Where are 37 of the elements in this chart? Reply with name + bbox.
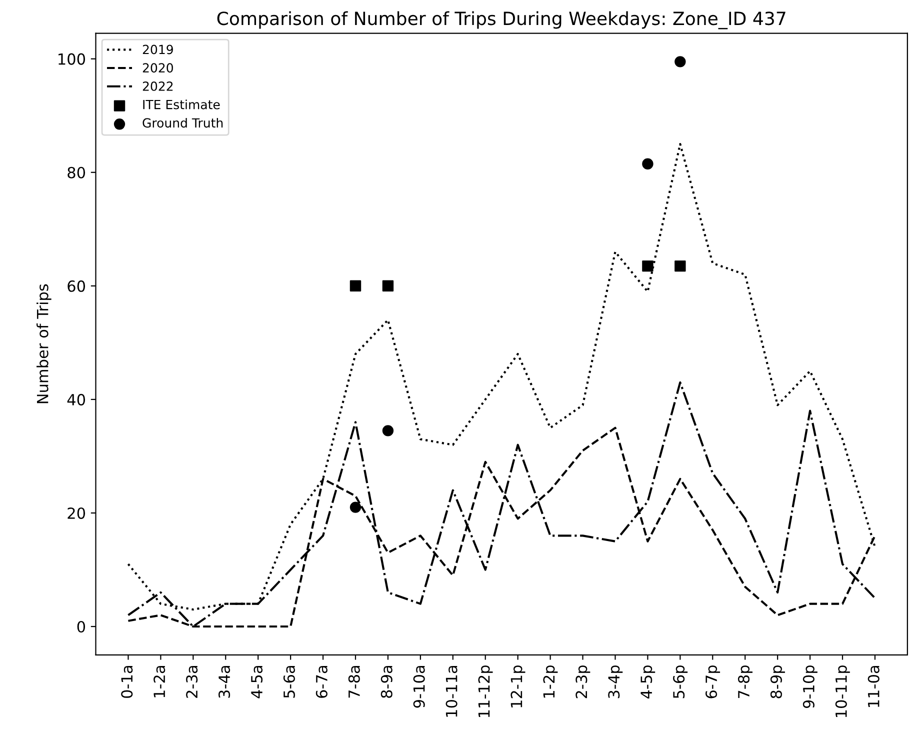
x-tick-label: 6-7p: [706, 665, 720, 698]
x-tick-label: 7-8a: [348, 666, 360, 698]
x-tick-label: 7-8p: [738, 665, 752, 698]
legend-label: 2019: [142, 44, 173, 54]
x-tick-label: 10-11p: [835, 665, 850, 718]
chart-title: Comparison of Number of Trips During Weekdays: Zone_ID 437: [217, 11, 786, 30]
x-tick-label: 4-5p: [640, 665, 656, 699]
x-tick-label: 3-4a: [218, 666, 230, 698]
y-tick-label: 40: [67, 394, 86, 406]
legend-label: 2022: [142, 81, 173, 91]
x-tick-label: 2-3p: [576, 665, 590, 698]
x-tick-label: 3-4p: [608, 665, 623, 698]
x-tick-label: 11-0a: [868, 666, 880, 707]
y-tick-label: 80: [68, 166, 86, 178]
x-tick-label: 4-5a: [251, 666, 263, 698]
x-tick-label: 9-10a: [413, 666, 425, 708]
y-tick-label: 60: [68, 280, 86, 292]
y-axis-title: Number of Trips: [36, 284, 52, 404]
x-tick-label: 8-9a: [380, 666, 392, 698]
x-tick-label: 5-6a: [283, 666, 295, 698]
legend-label: Ground Truth: [142, 118, 223, 128]
x-tick-label: 0-1a: [121, 666, 133, 698]
x-tick-label: 11-12p: [478, 665, 493, 718]
x-tick-label: 2-3a: [186, 666, 198, 698]
x-tick-label: 12-1p: [510, 665, 526, 708]
x-tick-label: 5-6p: [673, 665, 688, 698]
x-tick-label: 1-2a: [154, 666, 166, 698]
x-tick-label: 6-7a: [316, 666, 328, 698]
x-tick-label: 8-9p: [770, 665, 785, 698]
x-tick-label: 10-11a: [446, 666, 458, 717]
legend-label: 2020: [142, 63, 173, 73]
y-tick-label: 0: [77, 620, 86, 633]
x-tick-label: 1-2p: [543, 665, 558, 698]
y-tick-label: 20: [68, 507, 86, 520]
x-tick-label: 9-10p: [802, 665, 818, 708]
y-tick-label: 100: [58, 53, 86, 65]
legend-label: ITE Estimate: [143, 100, 220, 110]
